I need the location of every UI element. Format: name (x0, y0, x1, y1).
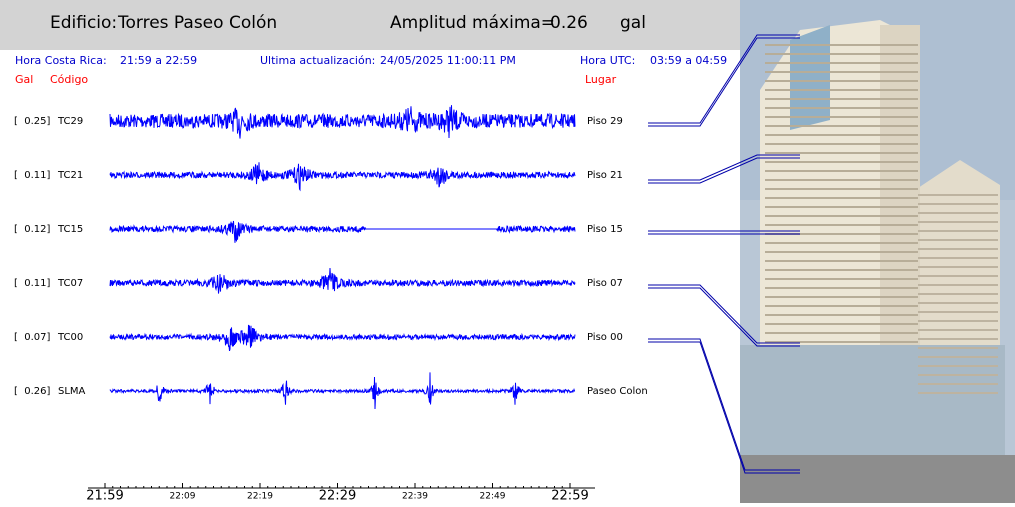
building-floors (765, 44, 998, 394)
trace-code: SLMA (58, 386, 86, 397)
amplitude-value: 0.26 (550, 13, 588, 33)
trace-code: TC07 (57, 278, 83, 289)
trace-waveform (109, 267, 576, 294)
trace-place: Piso 21 (587, 170, 623, 181)
connector-line (648, 341, 800, 474)
time-label: 22:59 (551, 489, 588, 504)
connector-line (648, 37, 800, 127)
amplitude-label: Amplitud máxima= (390, 13, 555, 33)
trace-place: Piso 00 (587, 332, 623, 343)
trace-amplitude: [ 0.25] (14, 116, 51, 127)
utc-range: 03:59 a 04:59 (650, 54, 727, 67)
connector-line (648, 287, 800, 347)
trace-code: TC29 (57, 116, 83, 127)
col-code: Código (50, 73, 88, 86)
connector-line (648, 284, 800, 344)
building-name: Torres Paseo Colón (117, 13, 277, 33)
trace-amplitude: [ 0.11] (14, 278, 51, 289)
time-label: 21:59 (86, 489, 123, 504)
update-time: 24/05/2025 11:00:11 PM (380, 54, 516, 67)
connector-line (648, 154, 800, 181)
time-label: 22:09 (170, 492, 196, 502)
update-label: Ultima actualización: (260, 54, 375, 67)
header-band (0, 0, 740, 50)
trace-place: Paseo Colon (587, 386, 648, 397)
trace-place: Piso 29 (587, 116, 623, 127)
trace-code: TC21 (57, 170, 83, 181)
utc-label: Hora UTC: (580, 54, 635, 67)
trace-waveform (109, 372, 576, 410)
connector-line (648, 157, 800, 184)
trace-amplitude: [ 0.11] (14, 170, 51, 181)
time-label: 22:49 (480, 492, 506, 502)
trace-code: TC15 (57, 224, 83, 235)
trace-amplitude: [ 0.26] (14, 386, 51, 397)
time-label: 22:39 (402, 492, 428, 502)
connector-line (648, 34, 800, 124)
connector-line (648, 338, 800, 471)
trace-waveform (109, 324, 576, 352)
col-place: Lugar (585, 73, 617, 86)
building-label: Edificio: (50, 13, 117, 33)
time-label: 22:19 (247, 492, 273, 502)
trace-code: TC00 (57, 332, 83, 343)
trace-amplitude: [ 0.12] (14, 224, 51, 235)
connectors (648, 34, 800, 474)
trace-place: Piso 07 (587, 278, 623, 289)
col-gal: Gal (15, 73, 33, 86)
local-range: 21:59 a 22:59 (120, 54, 197, 67)
trace-place: Piso 15 (587, 224, 623, 235)
trace-amplitude: [ 0.07] (14, 332, 51, 343)
time-label: 22:29 (319, 489, 356, 504)
trace-waveform (109, 162, 576, 192)
amplitude-unit: gal (620, 13, 646, 33)
trace-waveform (109, 220, 576, 243)
trace-waveform (109, 105, 576, 139)
local-label: Hora Costa Rica: (15, 54, 107, 67)
